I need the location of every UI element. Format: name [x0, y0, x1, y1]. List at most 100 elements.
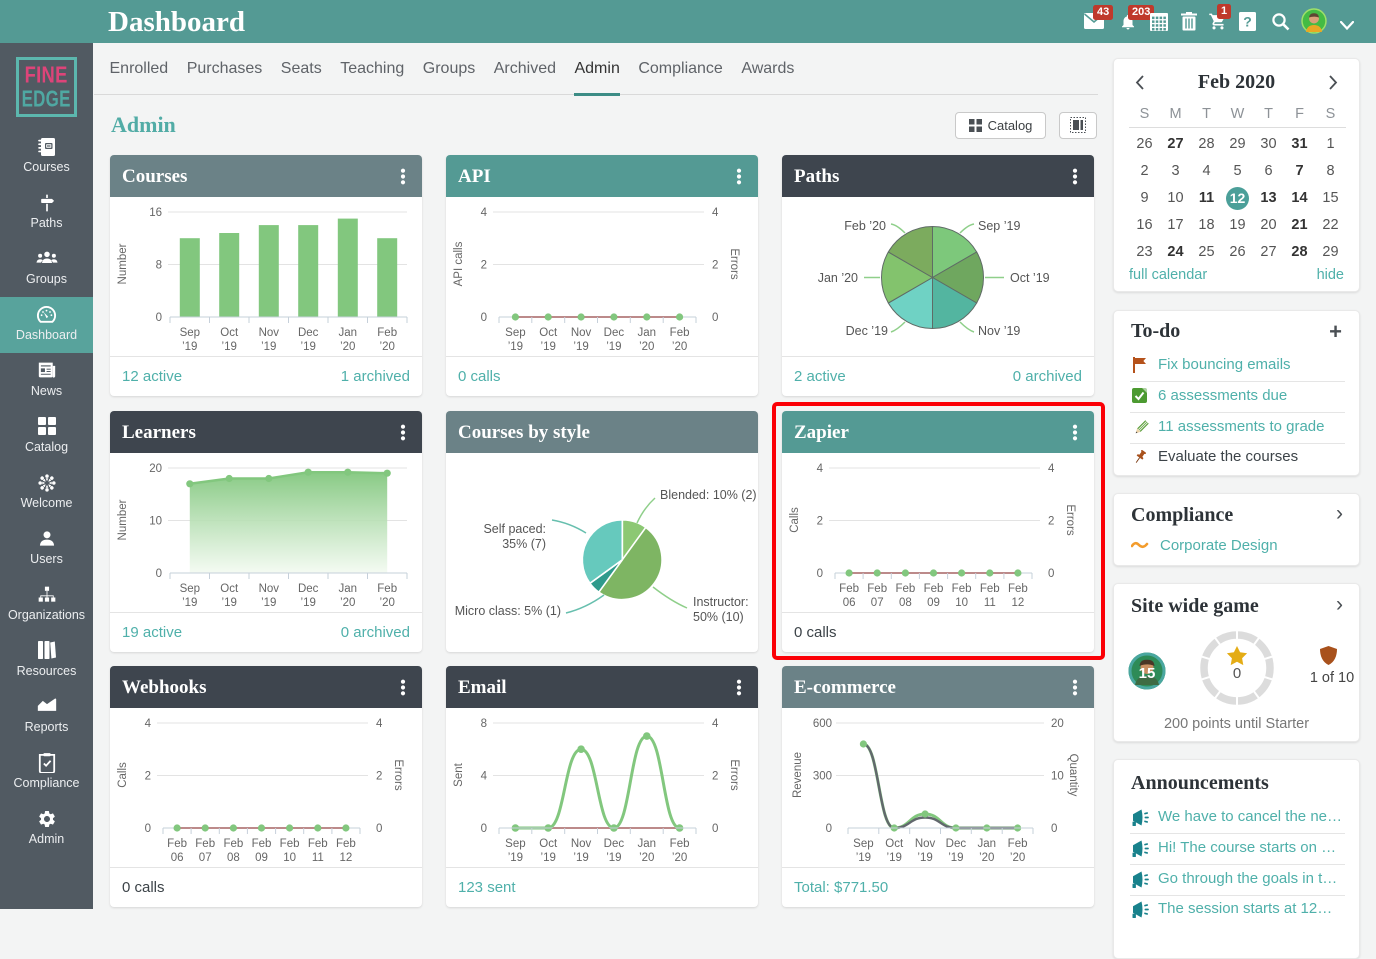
svg-text:Blended: 10% (2): Blended: 10% (2) [660, 488, 757, 502]
svg-text:0: 0 [156, 312, 162, 324]
svg-text:’20: ’20 [639, 852, 654, 864]
svg-text:Nov: Nov [571, 327, 592, 339]
svg-text:Feb: Feb [867, 583, 887, 595]
svg-text:Nov: Nov [571, 838, 592, 850]
svg-text:’19: ’19 [508, 852, 523, 864]
svg-text:Revenue: Revenue [792, 752, 804, 798]
svg-text:Jan: Jan [978, 838, 997, 850]
svg-text:Dec ’19: Dec ’19 [846, 324, 888, 338]
svg-text:Sent: Sent [453, 762, 465, 786]
svg-text:Feb: Feb [924, 583, 944, 595]
svg-text:15: 15 [1139, 665, 1156, 682]
svg-text:’19: ’19 [508, 341, 523, 353]
svg-text:8: 8 [481, 718, 487, 730]
svg-text:0: 0 [481, 823, 487, 835]
svg-text:’19: ’19 [606, 341, 621, 353]
svg-text:Oct: Oct [220, 583, 239, 595]
svg-text:Quantity: Quantity [1067, 754, 1079, 797]
svg-text:4: 4 [481, 771, 488, 783]
svg-text:Jan ’20: Jan ’20 [818, 271, 858, 285]
svg-text:Micro class: 5% (1): Micro class: 5% (1) [455, 604, 561, 618]
svg-text:Feb: Feb [670, 327, 690, 339]
svg-text:4: 4 [712, 718, 719, 730]
svg-text:’20: ’20 [340, 597, 355, 609]
svg-text:Sep: Sep [505, 838, 525, 850]
svg-text:20: 20 [149, 463, 162, 475]
svg-text:0: 0 [145, 823, 151, 835]
svg-text:0: 0 [826, 823, 832, 835]
svg-text:12: 12 [340, 852, 353, 864]
svg-text:2: 2 [376, 771, 382, 783]
svg-text:0: 0 [712, 823, 718, 835]
svg-text:10: 10 [1051, 771, 1064, 783]
svg-text:’19: ’19 [917, 852, 932, 864]
svg-text:09: 09 [927, 597, 940, 609]
svg-text:’19: ’19 [301, 341, 316, 353]
svg-text:Feb: Feb [895, 583, 915, 595]
svg-text:’19: ’19 [573, 852, 588, 864]
svg-text:Dec: Dec [604, 327, 625, 339]
svg-text:0: 0 [481, 312, 487, 324]
svg-text:2: 2 [1048, 516, 1054, 528]
svg-text:0: 0 [156, 568, 162, 580]
svg-text:Feb: Feb [980, 583, 1000, 595]
svg-text:Feb: Feb [280, 838, 300, 850]
svg-text:2: 2 [481, 260, 487, 272]
svg-text:Jan: Jan [339, 583, 358, 595]
svg-text:Feb: Feb [377, 583, 397, 595]
svg-text:’19: ’19 [261, 341, 276, 353]
svg-text:Feb: Feb [336, 838, 356, 850]
svg-text:2: 2 [712, 260, 718, 272]
svg-text:’19: ’19 [222, 341, 237, 353]
svg-text:’19: ’19 [948, 852, 963, 864]
svg-text:4: 4 [376, 718, 383, 730]
svg-text:’20: ’20 [672, 852, 687, 864]
svg-text:Feb ’20: Feb ’20 [844, 219, 886, 233]
svg-text:0: 0 [1051, 823, 1057, 835]
svg-text:16: 16 [149, 207, 162, 219]
svg-text:Calls: Calls [117, 762, 129, 788]
svg-text:Feb: Feb [952, 583, 972, 595]
svg-text:Nov: Nov [915, 838, 936, 850]
svg-text:10: 10 [149, 516, 162, 528]
svg-text:Self paced:: Self paced: [483, 522, 546, 536]
svg-text:’19: ’19 [887, 852, 902, 864]
svg-text:’19: ’19 [856, 852, 871, 864]
svg-text:Dec: Dec [604, 838, 625, 850]
svg-text:4: 4 [817, 463, 824, 475]
svg-text:Errors: Errors [392, 759, 404, 791]
svg-text:2: 2 [145, 771, 151, 783]
svg-text:11: 11 [984, 597, 996, 609]
svg-text:Calls: Calls [789, 507, 801, 533]
svg-text:Number: Number [117, 499, 129, 540]
svg-text:’20: ’20 [380, 341, 395, 353]
svg-text:’20: ’20 [672, 341, 687, 353]
svg-text:06: 06 [171, 852, 184, 864]
svg-text:Feb: Feb [1008, 838, 1028, 850]
svg-text:Nov: Nov [259, 327, 280, 339]
svg-text:Jan: Jan [638, 327, 657, 339]
svg-text:Feb: Feb [167, 838, 187, 850]
svg-text:10: 10 [283, 852, 296, 864]
svg-text:’19: ’19 [606, 852, 621, 864]
svg-text:0: 0 [817, 568, 823, 580]
svg-text:12: 12 [1012, 597, 1025, 609]
svg-text:Sep ’19: Sep ’19 [978, 219, 1020, 233]
svg-text:Errors: Errors [728, 759, 740, 791]
svg-text:35% (7): 35% (7) [502, 537, 546, 551]
svg-text:09: 09 [255, 852, 268, 864]
svg-text:Feb: Feb [377, 327, 397, 339]
svg-text:Feb: Feb [308, 838, 328, 850]
svg-text:0: 0 [712, 312, 718, 324]
svg-text:Oct: Oct [539, 327, 558, 339]
svg-text:’19: ’19 [182, 597, 197, 609]
svg-text:?: ? [1243, 14, 1252, 30]
svg-text:10: 10 [955, 597, 968, 609]
svg-text:Instructor:: Instructor: [693, 595, 749, 609]
svg-text:API calls: API calls [453, 241, 465, 286]
svg-text:4: 4 [145, 718, 152, 730]
svg-text:07: 07 [199, 852, 212, 864]
svg-text:’20: ’20 [1010, 852, 1025, 864]
svg-text:Nov: Nov [259, 583, 280, 595]
svg-text:Oct: Oct [220, 327, 239, 339]
